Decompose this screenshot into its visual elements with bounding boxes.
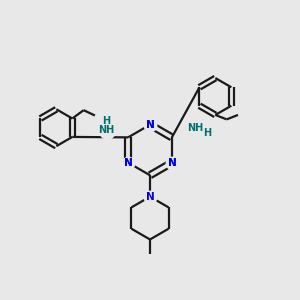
Text: N: N xyxy=(146,120,154,130)
Text: N: N xyxy=(146,120,154,130)
Text: H: H xyxy=(203,128,211,138)
Text: NH: NH xyxy=(98,125,114,135)
Text: H: H xyxy=(102,116,110,126)
Text: N: N xyxy=(146,192,154,202)
Text: NH: NH xyxy=(188,124,204,134)
Text: N: N xyxy=(124,158,133,168)
Text: N: N xyxy=(124,158,133,168)
Text: N: N xyxy=(167,158,176,168)
Text: N: N xyxy=(167,158,176,168)
